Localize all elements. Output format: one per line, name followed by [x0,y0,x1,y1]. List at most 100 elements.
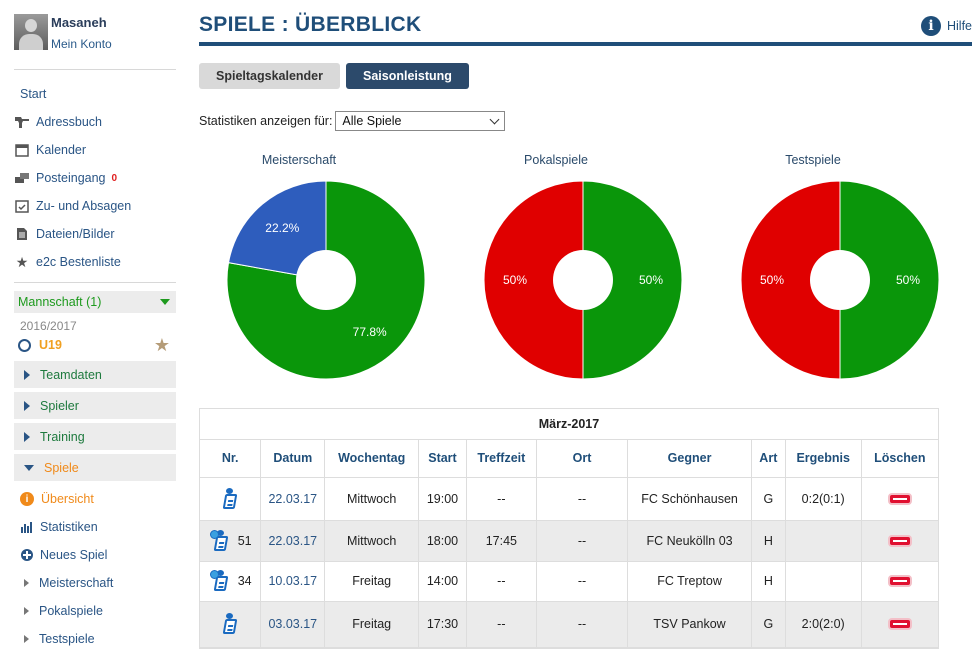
cell-ort: -- [536,601,629,648]
cell-treffzeit: 17:45 [466,520,537,562]
pie-slice[interactable] [227,180,327,281]
column-header[interactable]: Gegner [627,440,752,478]
pie-slice[interactable] [582,180,683,380]
nav-item-adressbuch[interactable]: Adressbuch [14,108,176,136]
table-row[interactable]: 03.03.17 Freitag 17:30 -- -- TSV Pankow G 2:0(2… [200,601,938,648]
pie-slice[interactable] [740,180,841,380]
account-link[interactable]: Mein Konto [51,37,112,51]
cell-datum[interactable]: 03.03.17 [260,601,326,648]
team-row[interactable]: U19 ★ [14,333,176,357]
cell-datum[interactable]: 22.03.17 [260,477,326,521]
column-header[interactable]: Ort [536,440,629,478]
nav-item-kalender[interactable]: Kalender [14,136,176,164]
cell-ort: -- [536,561,629,602]
cell-nr [200,477,262,521]
column-header[interactable]: Wochentag [324,440,420,478]
section-spiele[interactable]: Spiele [14,454,176,481]
subnav-pokalspiele[interactable]: Pokalspiele [14,597,176,625]
delete-icon[interactable] [889,494,910,503]
team-dropdown-label: Mannschaft (1) [18,295,102,309]
subnav-label: Neues Spiel [40,548,108,562]
tab-spieltagskalender[interactable]: Spieltagskalender [199,63,340,89]
column-header[interactable]: Datum [260,440,326,478]
section-teamdaten[interactable]: Teamdaten [14,361,176,388]
help-label: Hilfe [946,19,972,33]
subnav-label: Statistiken [40,520,98,534]
table-row[interactable]: 22.03.17 Mittwoch 19:00 -- -- FC Schönhausen G… [200,477,938,521]
game-icon[interactable] [218,487,242,510]
column-header[interactable]: Löschen [861,440,938,478]
section-label: Spieler [40,398,79,413]
cell-datum[interactable]: 22.03.17 [260,520,326,562]
column-header[interactable]: Nr. [200,440,262,478]
main-nav: Start Adressbuch Kalender Posteingang 0 [14,70,176,283]
nav-item-label: Adressbuch [36,115,103,129]
favorite-star-icon[interactable]: ★ [153,334,170,355]
subnav-testspiele[interactable]: Testspiele [14,625,176,650]
nav-item-zu-und-absagen[interactable]: Zu- und Absagen [14,192,176,220]
stats-filter: Statistiken anzeigen für: Alle Spiele [199,111,506,131]
nav-item-label: Dateien/Bilder [36,227,115,241]
cup-game-icon[interactable] [209,570,233,592]
delete-icon[interactable] [889,536,910,545]
donut-hole [810,250,870,310]
column-header[interactable]: Start [418,440,467,478]
cell-gegner: FC Neukölln 03 [627,520,752,562]
cell-wochentag: Freitag [324,561,420,602]
pie-slice[interactable] [839,180,940,380]
nav-item-dateien-bilder[interactable]: Dateien/Bilder [14,220,176,248]
chart-title: Meisterschaft [261,153,337,167]
nav-item-posteingang[interactable]: Posteingang 0 [14,164,176,192]
subnav-uebersicht[interactable]: i Übersicht [14,485,176,513]
cell-nr: 51 [200,520,262,562]
column-header[interactable]: Treffzeit [466,440,537,478]
nav-item-label: Kalender [36,143,87,157]
cell-art: H [751,520,786,562]
table-row[interactable]: 51 22.03.17 Mittwoch 18:00 17:45 -- FC Neuköll… [200,520,938,562]
section-label: Training [40,429,85,444]
cup-game-icon[interactable] [209,529,233,552]
pie-svg: 50% 50% [483,180,683,380]
help-link[interactable]: i Hilfe [920,16,972,36]
slice-label: 77.8% [353,325,387,339]
cell-ergebnis [785,561,862,602]
tab-saisonleistung[interactable]: Saisonleistung [346,63,469,89]
game-icon[interactable] [218,613,242,635]
cell-gegner: TSV Pankow [627,601,752,648]
cell-loeschen [861,520,938,562]
cell-datum[interactable]: 10.03.17 [260,561,326,602]
bar-chart-icon [20,521,34,533]
section-training[interactable]: Training [14,423,176,450]
team-dropdown[interactable]: Mannschaft (1) [14,291,176,313]
games-table: März-2017 Nr. Datum Wochentag Start Treffzei… [199,408,939,649]
subnav-meisterschaft[interactable]: Meisterschaft [14,569,176,597]
subnav-label: Testspiele [39,632,95,646]
cell-treffzeit: -- [466,561,537,602]
subnav-neues-spiel[interactable]: Neues Spiel [14,541,176,569]
pie-slice[interactable] [483,180,584,380]
section-spieler[interactable]: Spieler [14,392,176,419]
game-type-select[interactable]: Alle Spiele [335,111,506,131]
cell-loeschen [861,561,938,602]
column-header[interactable]: Art [751,440,786,478]
slice-label: 50% [896,273,920,287]
cell-art: G [751,601,786,648]
avatar[interactable] [14,14,48,50]
column-header[interactable]: Ergebnis [785,440,862,478]
delete-icon[interactable] [889,620,910,628]
nav-start[interactable]: Start [20,87,47,101]
subnav-statistiken[interactable]: Statistiken [14,513,176,541]
table-row[interactable]: 34 10.03.17 Freitag 14:00 -- -- FC Treptow H [200,561,938,602]
cell-gegner: FC Schönhausen [627,477,752,521]
game-number: 51 [237,533,252,548]
subnav-label: Übersicht [41,492,94,506]
files-icon [14,226,30,242]
nav-item-bestenliste[interactable]: ★ e2c Bestenliste [14,248,176,276]
chevron-right-icon [24,400,30,411]
section-label: Teamdaten [40,367,102,382]
cell-start: 19:00 [418,477,467,521]
pie-svg: 50% 50% [740,180,940,380]
filter-label: Statistiken anzeigen für: [199,114,333,128]
inbox-count-badge: 0 [111,172,118,184]
delete-icon[interactable] [889,577,910,585]
